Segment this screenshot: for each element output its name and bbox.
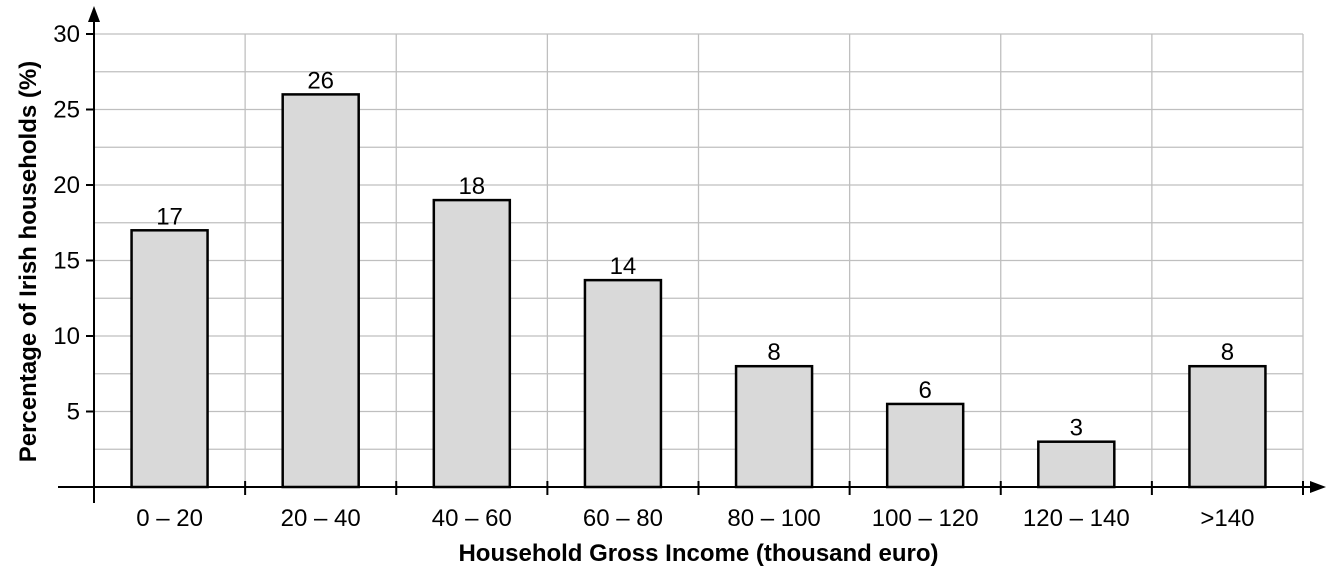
y-tick-label: 5: [67, 399, 80, 426]
bar: [281, 93, 360, 489]
data-label: 18: [458, 173, 485, 200]
x-axis-title: Household Gross Income (thousand euro): [458, 540, 938, 567]
data-label: 8: [1221, 339, 1234, 366]
y-tick-label: 20: [53, 172, 80, 199]
tick-layer: 5 10 15 20 25 30 0 – 20 20 – 40 40 – 60 60 – 80 80…: [53, 21, 1304, 532]
data-label: 14: [610, 253, 637, 280]
label-layer: 17 26 18 14 8 6 3 8: [156, 67, 1234, 441]
x-axis-arrow: [1310, 481, 1326, 493]
bar: [130, 229, 209, 489]
y-tick-label: 25: [53, 97, 80, 124]
axis-layer: [58, 6, 1326, 503]
data-label: 8: [767, 339, 780, 366]
y-tick-label: 30: [53, 21, 80, 48]
x-tick-label: 0 – 20: [136, 505, 203, 532]
bar: [583, 278, 663, 489]
y-tick-label: 15: [53, 248, 80, 275]
y-tick-label: 10: [53, 323, 80, 350]
y-axis-title: Percentage of Irish households (%): [15, 61, 42, 462]
bar: [1188, 364, 1267, 489]
data-label: 26: [307, 67, 334, 94]
data-label: 3: [1070, 415, 1083, 442]
x-tick-label: 40 – 60: [432, 505, 512, 532]
x-tick-label: 100 – 120: [872, 505, 979, 532]
bar: [885, 402, 965, 489]
bar: [432, 198, 512, 489]
x-tick-label: 60 – 80: [583, 505, 663, 532]
data-label: 17: [156, 203, 183, 230]
x-tick-label: 120 – 140: [1023, 505, 1130, 532]
bar-layer: [130, 93, 1267, 489]
y-axis-arrow: [88, 6, 100, 22]
x-tick-label: 80 – 100: [727, 505, 820, 532]
bar: [1037, 440, 1116, 489]
bar: [734, 364, 814, 489]
x-tick-label: 20 – 40: [281, 505, 361, 532]
grid-layer: [94, 33, 1304, 487]
data-label: 6: [919, 377, 932, 404]
x-tick-label: >140: [1200, 505, 1254, 532]
